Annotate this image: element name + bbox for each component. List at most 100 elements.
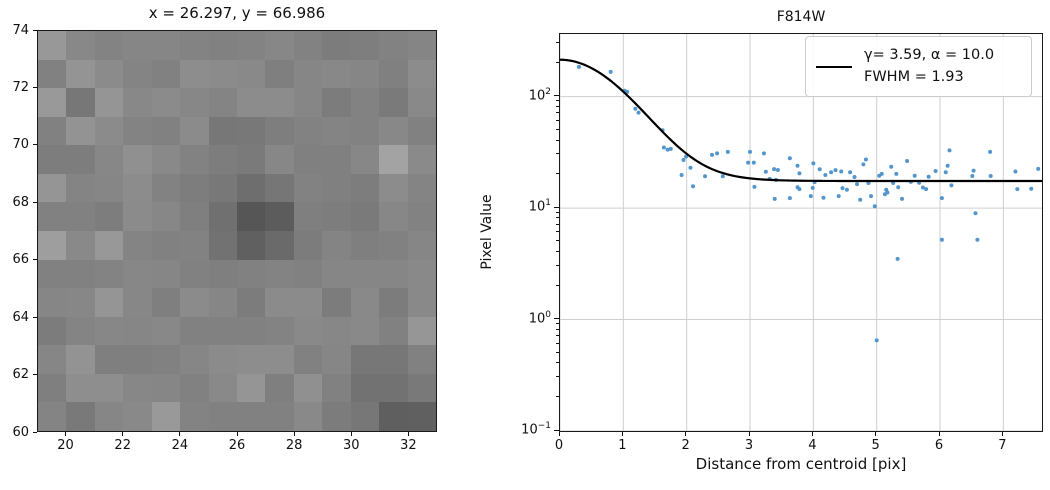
heatmap-cell — [66, 88, 95, 117]
x-tick-mark — [748, 432, 750, 436]
heatmap-cell — [237, 259, 266, 289]
heatmap-cell — [379, 345, 408, 374]
heatmap-cell — [123, 316, 152, 346]
heatmap-cell — [379, 173, 408, 203]
heatmap-cell — [293, 202, 323, 231]
heatmap-cell — [265, 230, 294, 260]
y-minor-tick-mark — [556, 105, 559, 107]
scatter-point — [861, 162, 866, 167]
heatmap-cell — [94, 259, 124, 289]
heatmap-cell — [38, 116, 67, 146]
heatmap-cell — [208, 145, 237, 174]
heatmap-cell — [123, 345, 152, 374]
heatmap-cell — [293, 230, 323, 260]
scatter-point — [975, 237, 980, 242]
y-tick-label: 60 — [12, 424, 29, 440]
scatter-point — [947, 148, 952, 153]
x-tick-label: 30 — [343, 438, 360, 453]
scatter-point — [896, 185, 901, 190]
scatter-point — [839, 169, 844, 174]
heatmap-cell — [66, 230, 95, 260]
heatmap-cell — [293, 59, 323, 89]
heatmap-cell — [94, 316, 124, 346]
heatmap-cell — [350, 173, 380, 203]
heatmap-cell — [123, 259, 152, 289]
y-minor-tick-mark — [556, 264, 559, 266]
heatmap-cell — [350, 373, 380, 403]
y-minor-tick-mark — [556, 41, 559, 43]
heatmap-cell — [94, 373, 124, 403]
heatmap-cell — [237, 345, 266, 374]
x-tick-mark — [293, 432, 295, 436]
scatter-point — [939, 196, 944, 201]
heatmap-cell — [379, 88, 408, 117]
y-tick-mark — [33, 86, 37, 88]
heatmap-cell — [407, 345, 436, 374]
y-minor-tick-mark — [556, 342, 559, 344]
heatmap-cell — [151, 59, 181, 89]
heatmap-cell — [407, 173, 436, 203]
heatmap-cell — [322, 373, 351, 403]
heatmap-cell — [151, 202, 181, 231]
y-tick-label: 62 — [12, 367, 29, 383]
scatter-point — [681, 158, 686, 163]
y-tick-mark — [33, 374, 37, 376]
heatmap-cell — [66, 345, 95, 374]
heatmap-cell — [38, 259, 67, 289]
x-tick-mark — [811, 432, 813, 436]
heatmap-cell — [322, 402, 351, 431]
scatter-point — [885, 190, 890, 195]
heatmap-cell — [407, 59, 436, 89]
heatmap-cell — [151, 259, 181, 289]
heatmap-cell — [350, 116, 380, 146]
scatter-point — [855, 182, 860, 187]
scatter-point — [933, 169, 938, 174]
scatter-point — [633, 106, 638, 111]
heatmap-cell — [293, 288, 323, 317]
scatter-point — [787, 196, 792, 201]
heatmap-cell — [66, 316, 95, 346]
scatter-point — [905, 158, 910, 163]
scatter-point — [679, 173, 684, 178]
heatmap-cell — [180, 288, 209, 317]
heatmap-cell — [379, 402, 408, 431]
heatmap-cell — [208, 373, 237, 403]
x-tick-label: 26 — [228, 438, 246, 453]
scatter-point — [872, 204, 877, 209]
x-tick-label: 0 — [554, 438, 564, 453]
heatmap-cell — [379, 373, 408, 403]
y-tick-label: 74 — [12, 22, 29, 38]
scatter-point — [746, 160, 751, 165]
heatmap-cell — [94, 116, 124, 146]
scatter-point — [1036, 166, 1041, 171]
y-minor-tick-mark — [556, 139, 559, 141]
heatmap-cell — [350, 402, 380, 431]
x-tick-mark — [938, 432, 940, 436]
heatmap-cell — [66, 59, 95, 89]
heatmap-cell — [407, 259, 436, 289]
heatmap-cell — [123, 116, 152, 146]
heatmap-cell — [38, 230, 67, 260]
profile-plot-area — [559, 33, 1043, 432]
x-tick-label: 2 — [681, 438, 690, 453]
heatmap-cell — [66, 288, 95, 317]
heatmap-cell — [180, 202, 209, 231]
heatmap-cell — [123, 59, 152, 89]
y-minor-tick-mark — [556, 100, 559, 102]
x-tick-mark — [1001, 432, 1003, 436]
heatmap-cell — [322, 59, 351, 89]
heatmap-cell — [123, 31, 152, 60]
x-tick-label: 4 — [808, 438, 817, 453]
x-tick-label: 32 — [400, 438, 417, 453]
scatter-point — [920, 185, 925, 190]
scatter-point — [924, 187, 929, 192]
heatmap-cell — [265, 202, 294, 231]
heatmap-cell — [208, 116, 237, 146]
x-tick-mark — [65, 432, 67, 436]
legend: γ= 3.59, α = 10.0 FWHM = 1.93 — [805, 36, 1032, 97]
scatter-point — [844, 187, 849, 192]
heatmap-cell — [180, 230, 209, 260]
scatter-point — [945, 163, 950, 168]
heatmap-cell — [66, 402, 95, 431]
y-minor-tick-mark — [556, 211, 559, 213]
